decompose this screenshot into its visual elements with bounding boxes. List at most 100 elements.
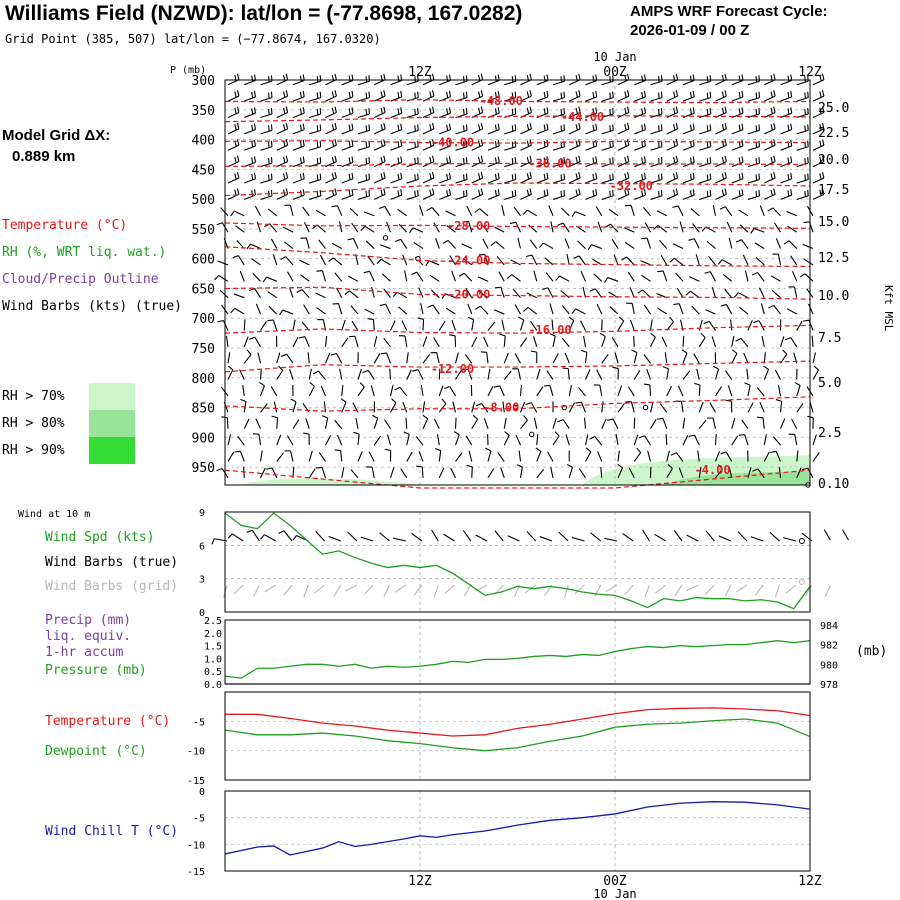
wind-barb-feather (351, 74, 354, 81)
wind-barb (561, 207, 570, 217)
wind-barb-feather (480, 188, 484, 195)
wind-barb (444, 584, 455, 594)
wind-barb (610, 223, 619, 233)
wind-barb-feather (821, 171, 825, 179)
wind-barb (536, 368, 541, 380)
wind-barb-feather (331, 156, 335, 163)
wind-barb (773, 436, 781, 446)
wind-barb (811, 335, 814, 347)
wind-barb (315, 209, 326, 217)
wind-barb-feather (236, 155, 240, 162)
wind-barb (531, 254, 538, 266)
wind-barb (662, 418, 668, 429)
wind-barb-feather (383, 122, 386, 129)
wind-barb-feather (278, 530, 285, 534)
wind-barb (471, 401, 476, 413)
wind-barb (363, 584, 374, 595)
wind-barb (386, 434, 392, 446)
wind-barb-feather (494, 286, 501, 289)
wind-barb-feather (546, 189, 549, 196)
wind-barb-feather (609, 125, 611, 132)
wind-barb-feather (511, 92, 514, 99)
wind-barb (712, 204, 717, 216)
wind-barb-feather (571, 308, 577, 314)
wind-barb (471, 466, 473, 478)
height-tick-label: 25.0 (818, 101, 849, 116)
wind-barb-feather (331, 205, 338, 208)
wind-barb-feather (807, 107, 809, 115)
wind-barb (417, 369, 424, 380)
wind-barb-feather (466, 464, 473, 468)
wind-barb-feather (400, 107, 403, 114)
wind-barb-feather (217, 319, 224, 323)
wind-barb (471, 336, 478, 348)
wind-barb-feather (518, 316, 524, 321)
wind-barb (552, 97, 565, 102)
wind-barb (608, 291, 619, 299)
wind-barb-feather (692, 139, 695, 147)
wind-barb (804, 273, 814, 282)
wind-barb (406, 352, 409, 364)
wind-barb (698, 419, 707, 430)
wind-barb (812, 177, 825, 184)
wind-barb (439, 178, 451, 184)
temperature-contour-label: -24.00 (447, 253, 490, 267)
wind-barb-feather (316, 174, 319, 181)
wind-barb (657, 307, 668, 315)
wind-barb (520, 177, 532, 184)
wind-barb (796, 403, 804, 413)
wind-barb (601, 418, 607, 429)
wind-barb-feather (216, 468, 223, 472)
wind-barb-feather (270, 107, 273, 115)
wind-barb (227, 451, 235, 462)
wind-barb (536, 434, 539, 446)
wind-barb (227, 177, 240, 184)
wind-barb (584, 434, 589, 446)
wind-barb (463, 272, 473, 282)
wind-barb (439, 145, 451, 151)
wind-barb (260, 320, 267, 331)
wind-barb (647, 450, 652, 462)
wind-barb-feather (429, 189, 432, 196)
wind-barb (552, 335, 556, 347)
wind-barb-feather (251, 75, 254, 82)
wind-barb (227, 352, 231, 364)
wind-barb (559, 275, 570, 282)
wind-barb (235, 225, 245, 233)
wind-barb-feather (706, 158, 709, 165)
wind-barb (222, 320, 229, 331)
wind-barb-feather (557, 419, 564, 423)
wind-barb (406, 434, 410, 446)
date-label-top: 10 Jan (593, 50, 636, 64)
wind-barb-feather (658, 174, 660, 181)
wind-barb (227, 434, 232, 446)
wind-barb (259, 385, 265, 397)
wind-barb (568, 385, 573, 397)
wind-barb-feather (692, 123, 695, 130)
wind-barb-feather (282, 156, 286, 163)
wind-barb (842, 529, 849, 541)
wind-barb-feather (790, 156, 793, 163)
wind-barb (590, 532, 602, 542)
wind-barb (315, 530, 325, 542)
wind-barb (564, 352, 570, 364)
wind-barb-feather (741, 189, 744, 196)
wind-barb (341, 112, 354, 119)
wind-barb (725, 304, 733, 315)
wind-barb-feather (794, 382, 801, 386)
wind-barb-feather (253, 123, 256, 130)
wind-barb-feather (477, 107, 481, 114)
wind-barb (643, 207, 651, 217)
cross-section-frame (224, 79, 811, 486)
wind-barb (812, 193, 825, 200)
wind-barb (225, 335, 229, 347)
wind-barb-feather (653, 224, 659, 230)
wind-barb-feather (626, 171, 630, 179)
wind-barb-feather (535, 447, 542, 452)
wind-barb-feather (511, 108, 514, 115)
wind-barb-feather (511, 141, 514, 148)
wind-barb (503, 417, 507, 429)
wind-barb (727, 385, 733, 397)
wind-barb-feather (578, 106, 581, 113)
